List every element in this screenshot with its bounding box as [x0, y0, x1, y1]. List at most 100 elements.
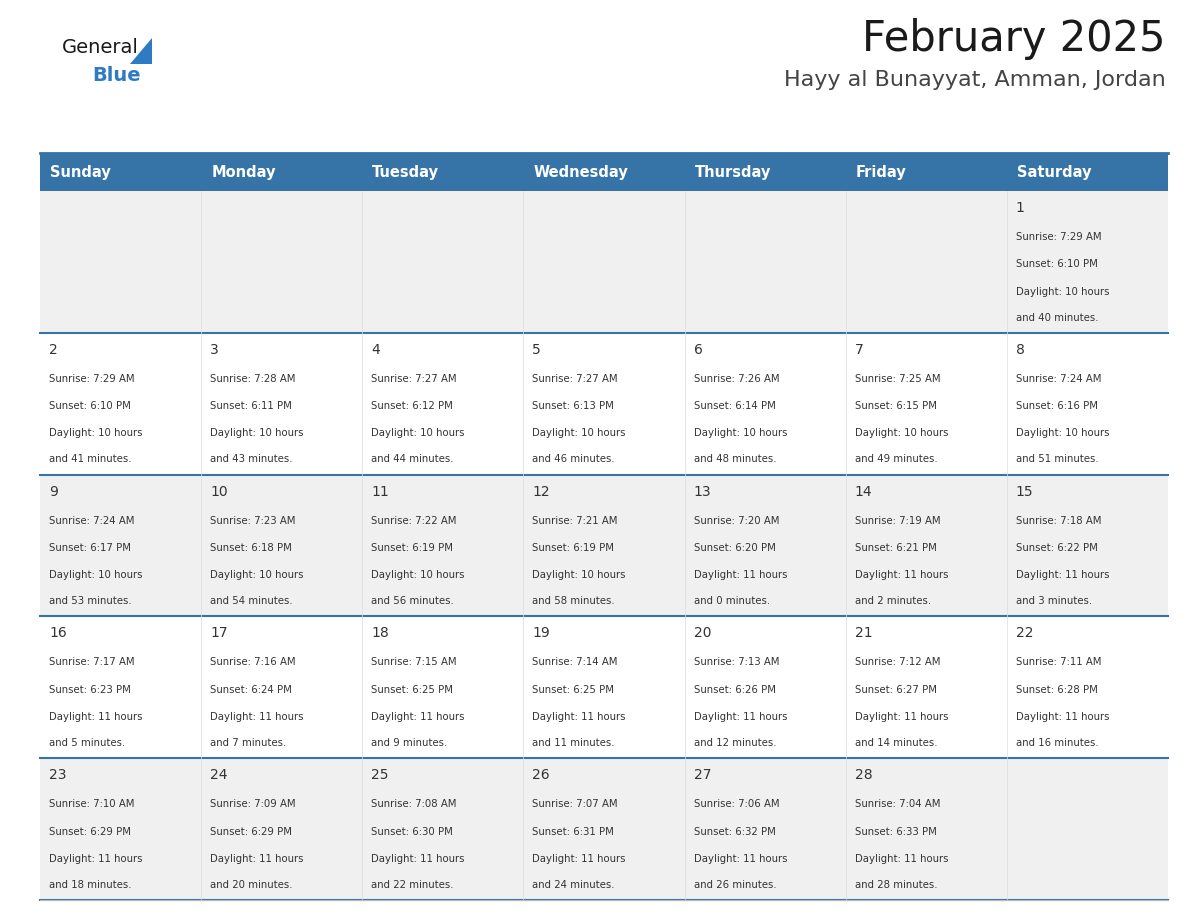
- Bar: [40, 153, 1168, 191]
- Text: 3: 3: [210, 342, 219, 357]
- Text: Sunrise: 7:27 AM: Sunrise: 7:27 AM: [372, 374, 457, 384]
- Text: Sunset: 6:25 PM: Sunset: 6:25 PM: [372, 685, 454, 695]
- Text: Blue: Blue: [91, 66, 140, 85]
- Text: Daylight: 10 hours: Daylight: 10 hours: [694, 429, 788, 439]
- Text: and 16 minutes.: and 16 minutes.: [1016, 738, 1099, 748]
- Text: Sunrise: 7:11 AM: Sunrise: 7:11 AM: [1016, 657, 1101, 667]
- Text: Sunset: 6:23 PM: Sunset: 6:23 PM: [49, 685, 131, 695]
- Text: and 0 minutes.: and 0 minutes.: [694, 597, 770, 606]
- Text: 7: 7: [854, 342, 864, 357]
- Text: 24: 24: [210, 768, 228, 782]
- Text: Sunrise: 7:12 AM: Sunrise: 7:12 AM: [854, 657, 940, 667]
- Text: Daylight: 11 hours: Daylight: 11 hours: [1016, 570, 1110, 580]
- Text: Friday: Friday: [855, 164, 906, 180]
- Text: 22: 22: [1016, 626, 1034, 641]
- Text: 15: 15: [1016, 485, 1034, 498]
- Text: and 48 minutes.: and 48 minutes.: [694, 454, 776, 465]
- Text: and 58 minutes.: and 58 minutes.: [532, 597, 615, 606]
- Text: 2: 2: [49, 342, 58, 357]
- Text: Sunset: 6:20 PM: Sunset: 6:20 PM: [694, 543, 776, 553]
- Text: Daylight: 11 hours: Daylight: 11 hours: [854, 854, 948, 864]
- Text: Sunset: 6:30 PM: Sunset: 6:30 PM: [372, 826, 453, 836]
- Text: and 49 minutes.: and 49 minutes.: [854, 454, 937, 465]
- Text: and 24 minutes.: and 24 minutes.: [532, 879, 615, 890]
- Text: Sunset: 6:22 PM: Sunset: 6:22 PM: [1016, 543, 1098, 553]
- Text: Daylight: 10 hours: Daylight: 10 hours: [532, 429, 626, 439]
- Text: Sunset: 6:18 PM: Sunset: 6:18 PM: [210, 543, 292, 553]
- Text: Sunset: 6:16 PM: Sunset: 6:16 PM: [1016, 401, 1098, 411]
- Text: 23: 23: [49, 768, 67, 782]
- Text: 5: 5: [532, 342, 542, 357]
- Text: and 53 minutes.: and 53 minutes.: [49, 597, 132, 606]
- Text: Sunset: 6:15 PM: Sunset: 6:15 PM: [854, 401, 936, 411]
- Text: Sunrise: 7:18 AM: Sunrise: 7:18 AM: [1016, 516, 1101, 526]
- Text: 17: 17: [210, 626, 228, 641]
- Text: Daylight: 10 hours: Daylight: 10 hours: [854, 429, 948, 439]
- Text: and 46 minutes.: and 46 minutes.: [532, 454, 615, 465]
- Text: Sunrise: 7:17 AM: Sunrise: 7:17 AM: [49, 657, 134, 667]
- Text: 8: 8: [1016, 342, 1025, 357]
- Text: Daylight: 11 hours: Daylight: 11 hours: [694, 570, 788, 580]
- Text: Daylight: 11 hours: Daylight: 11 hours: [532, 712, 626, 722]
- Text: Sunrise: 7:16 AM: Sunrise: 7:16 AM: [210, 657, 296, 667]
- Text: Monday: Monday: [211, 164, 276, 180]
- Text: Thursday: Thursday: [695, 164, 771, 180]
- Text: Sunset: 6:19 PM: Sunset: 6:19 PM: [372, 543, 454, 553]
- Text: and 54 minutes.: and 54 minutes.: [210, 597, 292, 606]
- Text: Sunset: 6:17 PM: Sunset: 6:17 PM: [49, 543, 131, 553]
- Text: 9: 9: [49, 485, 58, 498]
- Text: Sunset: 6:14 PM: Sunset: 6:14 PM: [694, 401, 776, 411]
- Text: and 40 minutes.: and 40 minutes.: [1016, 313, 1099, 322]
- Text: Sunrise: 7:19 AM: Sunrise: 7:19 AM: [854, 516, 941, 526]
- Text: Daylight: 10 hours: Daylight: 10 hours: [210, 429, 304, 439]
- Text: Saturday: Saturday: [1017, 164, 1092, 180]
- Text: Sunrise: 7:22 AM: Sunrise: 7:22 AM: [372, 516, 456, 526]
- Text: Sunrise: 7:08 AM: Sunrise: 7:08 AM: [372, 800, 456, 810]
- Bar: [40, 333, 1168, 475]
- Text: and 7 minutes.: and 7 minutes.: [210, 738, 286, 748]
- Text: Sunset: 6:19 PM: Sunset: 6:19 PM: [532, 543, 614, 553]
- Text: Sunrise: 7:15 AM: Sunrise: 7:15 AM: [372, 657, 457, 667]
- Text: Daylight: 11 hours: Daylight: 11 hours: [372, 712, 465, 722]
- Text: and 3 minutes.: and 3 minutes.: [1016, 597, 1092, 606]
- Text: Sunset: 6:12 PM: Sunset: 6:12 PM: [372, 401, 453, 411]
- Text: Sunset: 6:25 PM: Sunset: 6:25 PM: [532, 685, 614, 695]
- Text: Daylight: 11 hours: Daylight: 11 hours: [532, 854, 626, 864]
- Text: Sunset: 6:31 PM: Sunset: 6:31 PM: [532, 826, 614, 836]
- Text: Daylight: 11 hours: Daylight: 11 hours: [854, 712, 948, 722]
- Text: and 26 minutes.: and 26 minutes.: [694, 879, 776, 890]
- Text: Tuesday: Tuesday: [372, 164, 440, 180]
- Text: Hayy al Bunayyat, Amman, Jordan: Hayy al Bunayyat, Amman, Jordan: [784, 70, 1165, 90]
- Text: Sunset: 6:10 PM: Sunset: 6:10 PM: [49, 401, 131, 411]
- Text: and 11 minutes.: and 11 minutes.: [532, 738, 615, 748]
- Text: 16: 16: [49, 626, 67, 641]
- Text: and 22 minutes.: and 22 minutes.: [372, 879, 454, 890]
- Text: Sunrise: 7:06 AM: Sunrise: 7:06 AM: [694, 800, 779, 810]
- Text: Daylight: 11 hours: Daylight: 11 hours: [854, 570, 948, 580]
- Text: Sunrise: 7:21 AM: Sunrise: 7:21 AM: [532, 516, 618, 526]
- Text: Daylight: 11 hours: Daylight: 11 hours: [372, 854, 465, 864]
- Text: Sunrise: 7:27 AM: Sunrise: 7:27 AM: [532, 374, 618, 384]
- Text: Sunrise: 7:13 AM: Sunrise: 7:13 AM: [694, 657, 779, 667]
- Bar: [40, 616, 1168, 758]
- Text: Sunset: 6:21 PM: Sunset: 6:21 PM: [854, 543, 936, 553]
- Text: Sunset: 6:29 PM: Sunset: 6:29 PM: [49, 826, 131, 836]
- Text: and 56 minutes.: and 56 minutes.: [372, 597, 454, 606]
- Text: Sunset: 6:26 PM: Sunset: 6:26 PM: [694, 685, 776, 695]
- Text: and 5 minutes.: and 5 minutes.: [49, 738, 125, 748]
- Text: Sunrise: 7:07 AM: Sunrise: 7:07 AM: [532, 800, 618, 810]
- Text: Daylight: 11 hours: Daylight: 11 hours: [1016, 712, 1110, 722]
- Text: and 9 minutes.: and 9 minutes.: [372, 738, 448, 748]
- Text: 21: 21: [854, 626, 872, 641]
- Text: Daylight: 11 hours: Daylight: 11 hours: [49, 712, 143, 722]
- Text: 4: 4: [372, 342, 380, 357]
- Text: Sunrise: 7:26 AM: Sunrise: 7:26 AM: [694, 374, 779, 384]
- Text: and 44 minutes.: and 44 minutes.: [372, 454, 454, 465]
- Text: Wednesday: Wednesday: [533, 164, 628, 180]
- Text: 26: 26: [532, 768, 550, 782]
- Text: Daylight: 11 hours: Daylight: 11 hours: [694, 712, 788, 722]
- Text: 10: 10: [210, 485, 228, 498]
- Text: Daylight: 11 hours: Daylight: 11 hours: [210, 712, 304, 722]
- Text: Sunrise: 7:10 AM: Sunrise: 7:10 AM: [49, 800, 134, 810]
- Text: Daylight: 10 hours: Daylight: 10 hours: [372, 429, 465, 439]
